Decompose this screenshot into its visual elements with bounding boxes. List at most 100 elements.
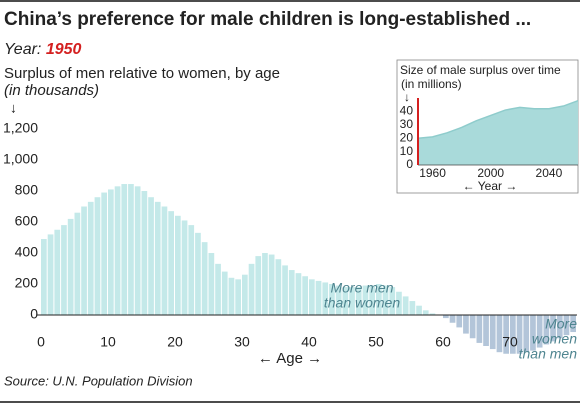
annotation: than men [519,346,578,362]
bar [87,201,94,315]
bar [262,253,268,315]
x-tick-label: 70 [502,334,518,350]
bar [402,296,409,315]
y-axis-label: Surplus of men relative to women, by age [4,65,280,82]
bar [556,315,563,339]
bar [369,285,375,315]
bar [114,186,121,315]
bar [543,315,550,345]
inset-y-tick-label: 0 [406,157,413,171]
bar [536,315,543,348]
bar [221,271,228,315]
source: Source: U.N. Population Division [4,373,193,388]
bar [550,315,556,342]
bar [496,315,503,353]
bar [175,215,181,315]
bar [389,287,396,315]
annotation: More men [330,280,393,296]
y-tick-label: 200 [15,275,39,291]
bar [523,315,530,353]
bar [489,315,496,350]
bar [396,291,402,315]
y-tick-label: 400 [15,244,39,260]
x-tick-label: 50 [368,334,384,350]
bar [67,218,74,315]
bar [376,284,382,315]
bar [409,301,416,315]
bar [108,189,114,315]
inset: Size of male surplus over time (in milli… [396,59,579,194]
bar [422,310,429,315]
inset-x-tick-label: 2000 [477,166,504,180]
bar [41,239,47,315]
bar [161,206,168,315]
annotation: women [532,331,577,347]
bar [181,220,188,315]
inset-y-tick-label: 40 [400,104,414,118]
bar [235,279,241,315]
inset-x-tick-label: 1960 [419,166,446,180]
bar [503,315,509,354]
x-tick-label: 40 [301,334,317,350]
bar [242,274,248,315]
bar [47,234,54,315]
line [417,99,579,139]
bar [309,279,315,315]
bar [275,259,282,315]
bar [94,197,101,315]
y-tick-label: 1,000 [3,151,38,167]
chart-title: China’s preference for male children is … [4,9,531,30]
bar [121,184,128,315]
bar [463,315,469,334]
bar [342,287,349,315]
bar [228,277,235,315]
bar [188,225,195,315]
bar [81,206,87,315]
year-label: Year: 1950 [4,41,82,58]
inset-x-tick-label: 2040 [536,166,563,180]
bar [248,263,255,315]
x-tick-label: 0 [37,334,45,350]
bar [195,232,201,315]
bar [483,315,489,346]
bar [168,211,174,315]
bar [74,212,81,315]
annotation: than women [324,295,400,311]
y-tick-label: 800 [15,182,39,198]
bar [456,315,463,328]
inset-arrow: ↓ [404,90,410,104]
bar [54,229,61,315]
x-tick-label: 20 [167,334,183,350]
area [418,100,578,165]
bar [449,315,456,323]
inset-y-tick-label: 10 [400,144,414,158]
inset-y-tick-label: 30 [400,117,414,131]
bar [362,285,369,315]
bar [510,315,516,354]
inset-title: Size of male surplus over time [400,63,561,77]
x-tick-label: 30 [234,334,250,350]
bar [141,191,148,315]
bar [382,285,389,315]
bar [268,254,275,315]
bar [469,315,476,339]
bar [570,315,576,333]
inset-unit: (in millions) [401,77,462,91]
bar [516,315,523,354]
y-tick-label: 600 [15,213,39,229]
bar [154,201,161,315]
inset-y-tick-label: 20 [400,130,414,144]
bar [315,280,322,315]
bar [476,315,483,343]
x-tick-label: 60 [435,334,451,350]
bar [335,285,342,315]
bar [563,315,570,336]
year-label-text: Year: [4,41,41,58]
y-axis-unit: (in thousands) [4,82,99,99]
bar [443,315,449,319]
bar [322,282,329,315]
bar [148,197,154,315]
bar [61,225,67,315]
